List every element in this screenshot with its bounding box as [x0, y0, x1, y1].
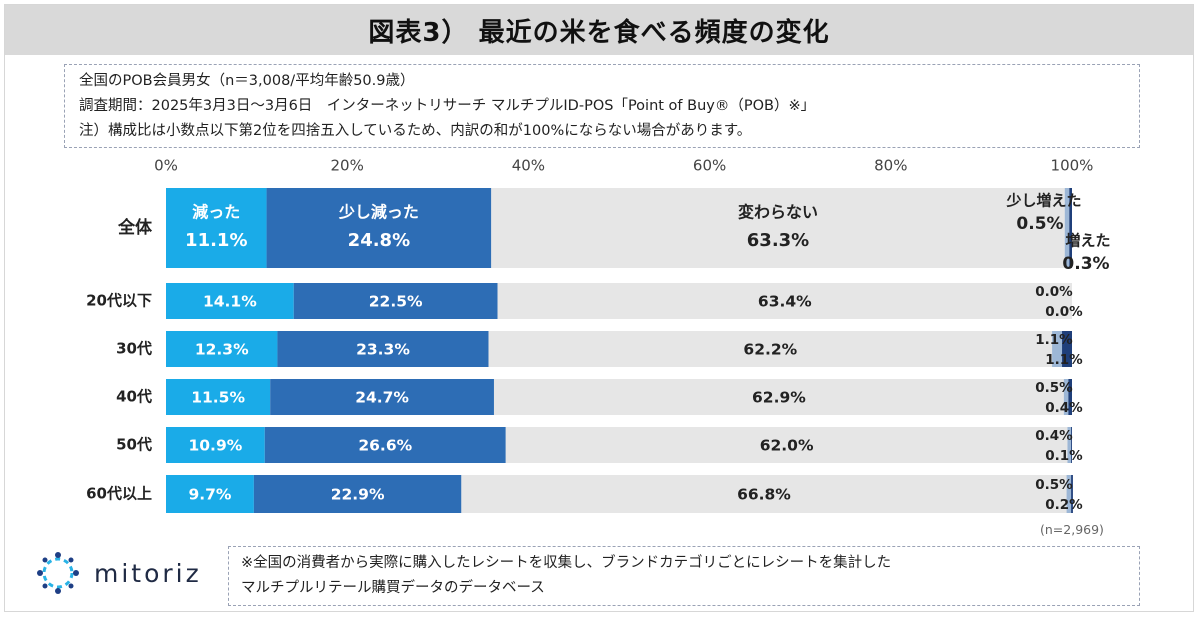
- series-label: 変わらない: [738, 203, 818, 222]
- data-label: 22.5%: [369, 293, 423, 311]
- bar-segment: [1067, 427, 1072, 463]
- category-label: 30代: [116, 340, 152, 358]
- chart-title: 図表3） 最近の米を食べる頻度の変化: [368, 17, 830, 48]
- bar-segment: [166, 379, 271, 415]
- data-label: 0.4%: [1035, 428, 1073, 444]
- survey-info-box: 全国のPOB会員男女（n＝3,008/平均年齢50.9歳） 調査期間：2025年…: [64, 64, 1140, 148]
- data-label: 0.0%: [1035, 284, 1073, 300]
- bar-segment: [1066, 475, 1072, 513]
- bar-segment: [1071, 475, 1073, 513]
- mitoriz-logo-text: mitoriz: [94, 558, 202, 588]
- data-label: 62.2%: [743, 341, 797, 359]
- data-label: 0.0%: [1045, 304, 1083, 320]
- data-label: 62.9%: [752, 389, 806, 407]
- data-label: 63.3%: [747, 230, 809, 251]
- category-label: 全体: [117, 217, 153, 238]
- data-label: 62.0%: [760, 437, 814, 455]
- footnote-line-1: ※全国の消費者から実際に購入したレシートを収集し、ブランドカテゴリごとにレシート…: [241, 555, 892, 571]
- bar-segment: [1069, 188, 1072, 268]
- survey-info-line-1: 全国のPOB会員男女（n＝3,008/平均年齢50.9歳）: [79, 73, 415, 89]
- x-tick-label: 0%: [154, 157, 178, 175]
- bar-segment: [505, 427, 1068, 463]
- data-label: 1.1%: [1045, 352, 1083, 368]
- mitoriz-logo: mitoriz: [30, 550, 202, 596]
- data-label: 24.7%: [355, 389, 409, 407]
- bar-segment: [461, 475, 1067, 513]
- bar-segment: [166, 475, 254, 513]
- bar-segment: [497, 283, 1072, 319]
- data-label: 24.8%: [348, 230, 410, 251]
- data-label: 22.9%: [331, 486, 385, 504]
- data-label: 11.1%: [185, 230, 247, 251]
- series-label: 減った: [192, 203, 240, 222]
- sample-size-note: (n=2,969): [1040, 522, 1104, 537]
- bar-segment: [1063, 379, 1069, 415]
- data-label: 26.6%: [358, 437, 412, 455]
- series-label: 増えた: [1065, 232, 1110, 250]
- bar-segment: [293, 283, 498, 319]
- x-tick-label: 60%: [693, 157, 726, 175]
- bar-segment: [1062, 331, 1072, 367]
- data-label: 0.2%: [1045, 497, 1083, 513]
- data-label: 0.5%: [1035, 380, 1073, 396]
- data-label: 10.9%: [188, 437, 242, 455]
- survey-info-line-3: 注）構成比は小数点以下第2位を四捨五入しているため、内訳の和が100%にならない…: [79, 123, 752, 139]
- bar-segment: [166, 331, 278, 367]
- title-bar: 図表3） 最近の米を食べる頻度の変化: [5, 5, 1193, 55]
- bar-segment: [166, 283, 294, 319]
- bar-segment: [1068, 379, 1072, 415]
- data-label: 0.4%: [1045, 400, 1083, 416]
- bar-segment: [270, 379, 494, 415]
- bar-segment: [1071, 427, 1072, 463]
- x-tick-label: 20%: [331, 157, 364, 175]
- bar-segment: [1064, 188, 1070, 268]
- category-label: 20代以下: [86, 292, 152, 310]
- footnote-line-2: マルチプルリテール購買データのデータベース: [241, 580, 545, 596]
- survey-info-line-2: 調査期間：2025年3月3日～3月6日 インターネットリサーチ マルチプルID-…: [79, 98, 816, 114]
- x-tick-label: 100%: [1051, 157, 1094, 175]
- series-label: 少し減った: [338, 203, 419, 222]
- bar-segment: [1052, 331, 1063, 367]
- bar-segment: [491, 188, 1065, 268]
- bar-segment: [266, 188, 492, 268]
- category-label: 50代: [116, 436, 152, 454]
- data-label: 9.7%: [188, 486, 231, 504]
- data-label: 23.3%: [356, 341, 410, 359]
- bar-segment: [264, 427, 506, 463]
- data-label: 66.8%: [737, 486, 791, 504]
- bar-segment: [277, 331, 489, 367]
- data-label: 0.3%: [1062, 254, 1109, 274]
- category-label: 60代以上: [86, 485, 152, 503]
- x-tick-label: 40%: [512, 157, 545, 175]
- bar-segment: [166, 427, 265, 463]
- data-label: 12.3%: [195, 341, 249, 359]
- data-label: 0.5%: [1016, 214, 1063, 234]
- x-tick-label: 80%: [874, 157, 907, 175]
- series-label: 少し増えた: [1005, 192, 1081, 210]
- bar-segment: [253, 475, 462, 513]
- category-label: 40代: [116, 388, 152, 406]
- data-label: 1.1%: [1035, 332, 1073, 348]
- data-label: 11.5%: [191, 389, 245, 407]
- data-label: 14.1%: [203, 293, 257, 311]
- data-label: 0.1%: [1045, 448, 1083, 464]
- data-label: 63.4%: [758, 293, 812, 311]
- data-label: 0.5%: [1035, 477, 1073, 493]
- mitoriz-logo-icon: [37, 552, 79, 594]
- footnote-box: ※全国の消費者から実際に購入したレシートを収集し、ブランドカテゴリごとにレシート…: [228, 546, 1140, 606]
- bar-segment: [488, 331, 1053, 367]
- bar-segment: [166, 188, 267, 268]
- bar-segment: [493, 379, 1064, 415]
